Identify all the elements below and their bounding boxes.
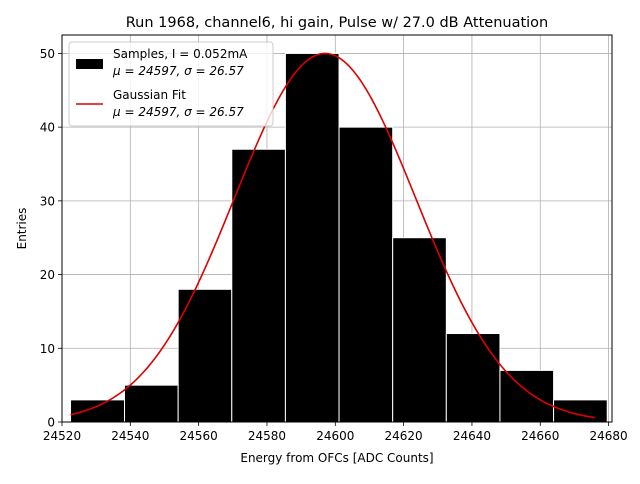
x-axis-label: Energy from OFCs [ADC Counts]: [240, 451, 433, 465]
legend: Samples, I = 0.052mA μ = 24597, σ = 26.5…: [68, 41, 274, 127]
histogram-bar: [231, 148, 286, 423]
legend-samples-label: Samples, I = 0.052mA: [113, 47, 248, 61]
legend-box: [68, 41, 274, 127]
y-tick-label: 40: [40, 121, 55, 135]
legend-samples-swatch: [76, 59, 103, 69]
histogram-bar: [553, 399, 608, 423]
x-tick-label: 24580: [248, 429, 286, 443]
x-tick-label: 24620: [385, 429, 423, 443]
legend-fit-stats: μ = 24597, σ = 26.57: [112, 105, 244, 119]
y-tick-label: 0: [47, 416, 55, 430]
y-tick-label: 30: [40, 194, 55, 208]
histogram-bar: [338, 126, 394, 423]
y-tick-label: 50: [40, 47, 55, 61]
x-tick-label: 24640: [453, 429, 491, 443]
histogram-bar: [392, 237, 447, 423]
gaussian-fit-line: [70, 52, 596, 419]
x-tick-label: 24660: [521, 429, 559, 443]
y-tick-label: 20: [40, 268, 55, 282]
histogram-bar: [284, 52, 340, 423]
histogram-bar: [499, 369, 555, 423]
y-axis-ticks: 0 10 20 30 40 50: [40, 47, 62, 430]
chart-title: Run 1968, channel6, hi gain, Pulse w/ 27…: [126, 15, 549, 31]
legend-samples-stats: μ = 24597, σ = 26.57: [112, 64, 244, 78]
x-tick-label: 24560: [180, 429, 218, 443]
x-tick-label: 24540: [111, 429, 149, 443]
legend-fit-label: Gaussian Fit: [113, 88, 186, 102]
plot-frame: [61, 34, 613, 423]
y-tick-label: 10: [40, 342, 55, 356]
histogram-bars: [70, 52, 608, 423]
histogram-bar: [445, 333, 501, 423]
x-axis-ticks: 24520 24540 24560 24580 24600 24620 24640 24660…: [43, 422, 628, 443]
histogram-bar: [70, 399, 126, 423]
histogram-bar: [124, 384, 179, 423]
x-tick-label: 24520: [43, 429, 81, 443]
y-axis-label: Entries: [15, 208, 29, 250]
x-tick-label: 24680: [589, 429, 627, 443]
x-tick-label: 24600: [316, 429, 354, 443]
